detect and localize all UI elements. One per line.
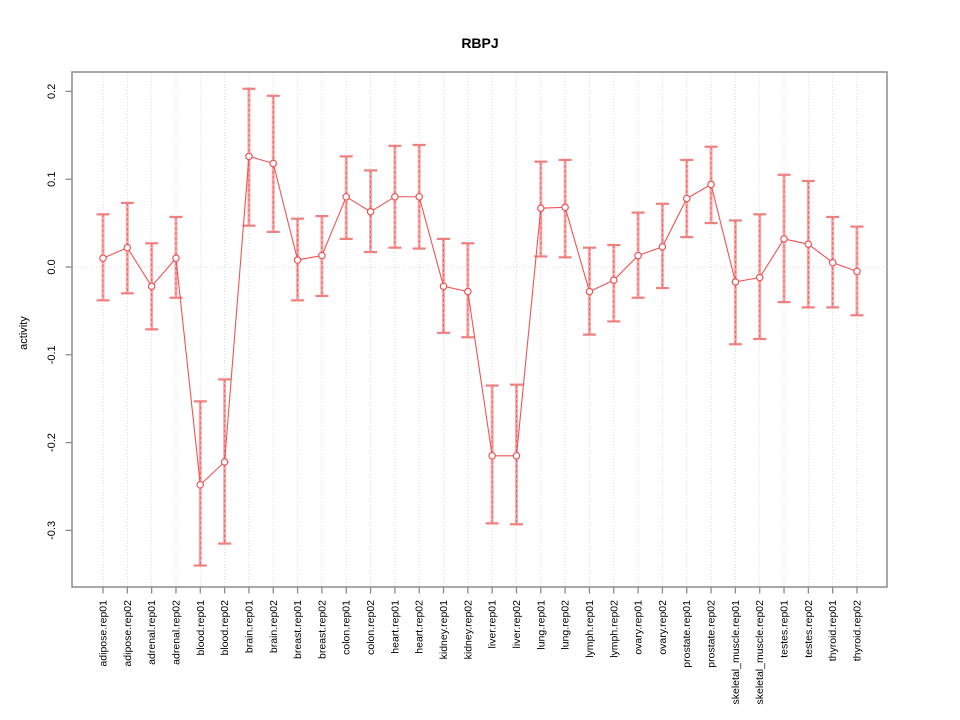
- data-point: [828, 258, 837, 267]
- x-tick-label: kidney.rep01: [438, 600, 450, 660]
- data-point: [172, 254, 180, 263]
- x-tick-label: prostate.rep01: [681, 600, 693, 668]
- x-tick-label: testes.rep02: [803, 600, 815, 658]
- data-point: [585, 287, 594, 296]
- data-point: [245, 152, 253, 161]
- data-point: [123, 243, 132, 252]
- x-tick-label: ovary.rep02: [657, 600, 669, 655]
- x-tick-label: heart.rep01: [389, 600, 401, 654]
- x-tick-label: thyroid.rep02: [852, 600, 864, 661]
- x-tick-label: adrenal.rep01: [146, 600, 158, 665]
- gridlines: [72, 72, 887, 587]
- x-tick-label: colon.rep02: [365, 600, 377, 655]
- data-point: [658, 243, 667, 251]
- x-tick-label: blood.rep01: [195, 600, 207, 656]
- data-point: [707, 180, 715, 189]
- data-point: [537, 204, 545, 212]
- x-tick-label: liver.rep01: [487, 600, 499, 649]
- y-tick-label: 0.2: [46, 84, 58, 99]
- data-point: [415, 192, 423, 201]
- data-point: [99, 254, 107, 263]
- data-point: [220, 458, 229, 466]
- y-tick-label: -0.3: [46, 521, 58, 540]
- y-tick-label: -0.1: [46, 345, 58, 364]
- axes: 0.2 0.1 0.0 -0.1 -0.2 -0.3 adipose.rep01 adipos…: [46, 84, 864, 705]
- x-tick-label: breast.rep01: [292, 600, 304, 659]
- x-tick-label: colon.rep01: [341, 600, 353, 655]
- y-tick-label: -0.2: [46, 433, 58, 452]
- y-axis-label: activity: [18, 316, 30, 350]
- x-tick-label: adrenal.rep02: [170, 600, 182, 665]
- data-point: [780, 235, 788, 243]
- x-tick-label: breast.rep02: [316, 600, 328, 659]
- data-point: [634, 251, 642, 260]
- y-tick-label: 0.1: [46, 172, 58, 187]
- y-tick-label: 0.0: [46, 259, 58, 274]
- x-tick-label: lung.rep02: [560, 600, 572, 650]
- x-tick-label: liver.rep02: [511, 600, 523, 649]
- x-tick-label: brain.rep02: [268, 600, 280, 653]
- data-point: [293, 256, 302, 264]
- data-point: [561, 203, 569, 212]
- data-point: [147, 282, 156, 291]
- data-point: [731, 278, 740, 286]
- x-tick-label: brain.rep01: [243, 600, 255, 653]
- x-tick-label: blood.rep02: [219, 600, 231, 656]
- plot-frame: [71, 71, 888, 588]
- x-tick-label: heart.rep02: [414, 600, 426, 654]
- x-tick-label: kidney.rep02: [462, 600, 474, 660]
- data-point: [512, 451, 521, 460]
- x-tick-label: testes.rep01: [779, 600, 791, 658]
- data-series: [96, 87, 864, 567]
- data-point: [391, 192, 399, 201]
- x-tick-label: skeletal_muscle.rep01: [730, 600, 742, 705]
- x-tick-label: lung.rep01: [535, 600, 547, 650]
- data-point: [269, 159, 278, 168]
- x-tick-label: thyroid.rep01: [827, 600, 839, 661]
- x-tick-label: adipose.rep01: [98, 600, 110, 667]
- chart-title: RBPJ: [461, 35, 498, 51]
- data-point: [196, 480, 205, 489]
- x-tick-label: skeletal_muscle.rep02: [754, 600, 766, 705]
- x-tick-label: adipose.rep02: [122, 600, 134, 667]
- x-tick-label: prostate.rep02: [706, 600, 718, 668]
- data-point: [609, 276, 618, 284]
- x-tick-label: ovary.rep01: [633, 600, 645, 655]
- x-tick-label: lymph.rep01: [584, 600, 596, 658]
- x-tick-label: lymph.rep02: [608, 600, 620, 658]
- data-point: [366, 207, 375, 216]
- data-point: [682, 194, 691, 203]
- connecting-line: [102, 155, 858, 486]
- data-point: [439, 282, 448, 291]
- data-point: [853, 267, 861, 276]
- data-point: [755, 273, 764, 282]
- data-point: [342, 192, 351, 201]
- data-point: [488, 451, 496, 460]
- data-point: [804, 240, 813, 248]
- data-point: [464, 287, 472, 296]
- data-point: [318, 251, 326, 260]
